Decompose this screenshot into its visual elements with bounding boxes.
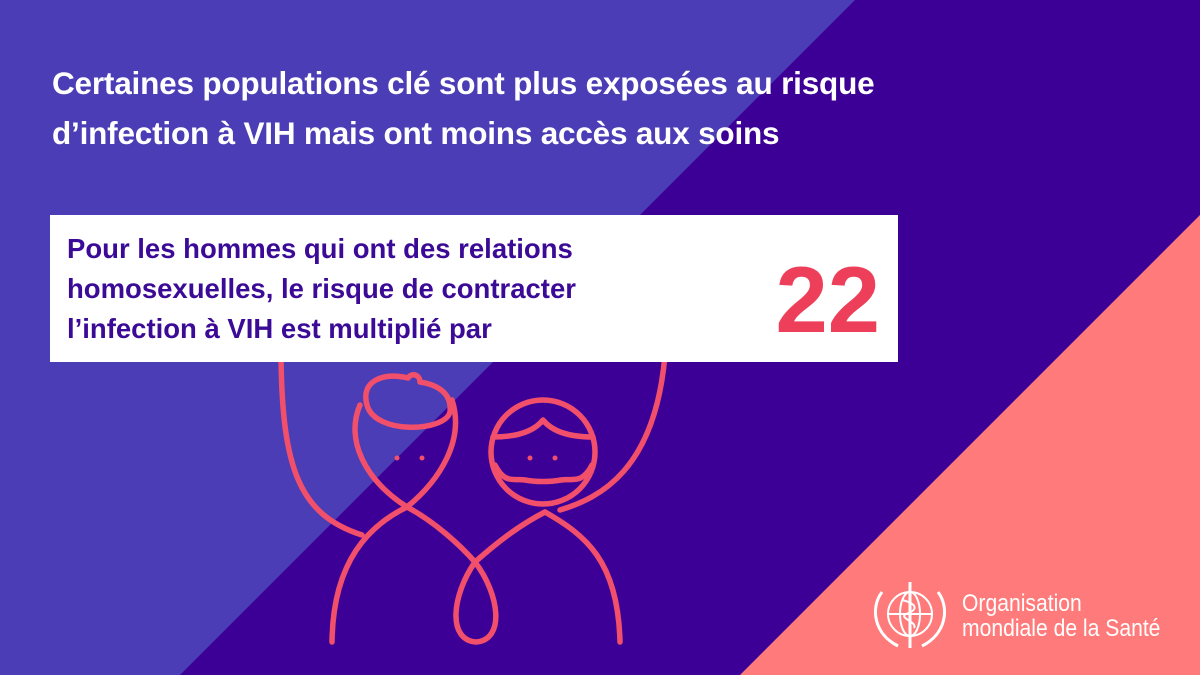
headline-line-1: Certaines populations clé sont plus expo… — [52, 65, 875, 101]
right-person-eye-icon — [552, 455, 558, 461]
right-body — [542, 352, 668, 645]
left-hair — [363, 372, 453, 430]
logo-line-1: Organisation — [962, 590, 1082, 617]
callout-line-3: l’infection à VIH est multiplié par — [67, 313, 492, 344]
right-head — [488, 397, 598, 507]
right-hair — [490, 417, 596, 440]
left-body — [329, 504, 548, 645]
background-coral-panel — [740, 215, 1200, 675]
who-emblem-icon — [873, 582, 947, 648]
callout-line-1: Pour les hommes qui ont des relations — [67, 233, 573, 264]
right-beard — [492, 462, 595, 485]
callout-line-2: homosexuelles, le risque de contracter — [67, 273, 576, 304]
logo-line-2: mondiale de la Santé — [962, 615, 1161, 642]
statistic-callout: Pour les hommes qui ont des relations ho… — [50, 215, 898, 362]
left-arm — [278, 352, 365, 538]
right-person-eye-icon — [527, 455, 533, 461]
headline: Certaines populations clé sont plus expo… — [52, 58, 875, 158]
left-eye-icon — [394, 455, 400, 461]
who-logo-text: Organisation mondiale de la Santé — [962, 591, 1160, 641]
callout-text: Pour les hommes qui ont des relations ho… — [67, 229, 576, 349]
who-logo: Organisation mondiale de la Santé — [868, 578, 1188, 654]
right-eye-icon — [419, 455, 425, 461]
left-head — [352, 397, 459, 510]
risk-multiplier: 22 — [775, 247, 880, 352]
headline-line-2: d’infection à VIH mais ont moins accès a… — [52, 115, 780, 151]
